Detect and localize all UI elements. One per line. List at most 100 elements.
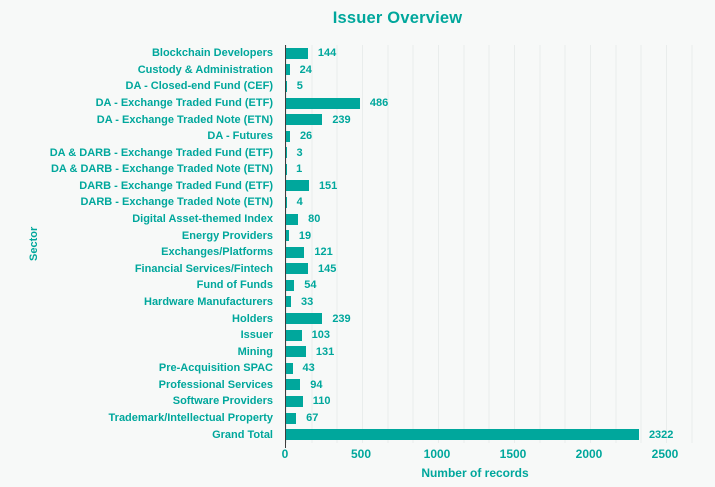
bar-value-label: 151 [318, 179, 338, 192]
x-axis-tick-label: 2500 [651, 447, 679, 461]
bar-value-label: 2322 [648, 428, 674, 441]
bar[interactable] [286, 279, 295, 291]
category-label: Blockchain Developers [151, 47, 273, 60]
bar-row: 239 [286, 310, 711, 327]
bar-value-label: 43 [302, 362, 315, 375]
bar-row: 94 [286, 377, 711, 394]
bar-value-label: 80 [308, 213, 321, 226]
bar-value-label: 239 [332, 312, 351, 325]
bar-row: 26 [286, 128, 711, 145]
x-axis-tick-label: 0 [281, 447, 289, 461]
category-label: Digital Asset-themed Index [132, 213, 273, 226]
bar-row: 33 [286, 294, 711, 311]
bar-row: 239 [286, 111, 711, 128]
category-label: DA - Exchange Traded Fund (ETF) [95, 97, 273, 110]
bar-row: 144 [286, 45, 711, 62]
category-label: DA - Futures [207, 130, 273, 143]
bar-row: 1 [286, 161, 711, 178]
chart-title: Issuer Overview [332, 9, 463, 27]
bar[interactable] [286, 196, 287, 208]
category-label: Pre-Acquisition SPAC [158, 362, 273, 375]
bar-value-label: 110 [312, 395, 331, 408]
bar[interactable] [286, 180, 309, 192]
category-labels: Blockchain Developers Custody & Administr… [0, 45, 279, 443]
category-label: Custody & Administration [137, 63, 273, 76]
x-axis-tick-label: 1000 [423, 447, 451, 461]
category-label: Mining [237, 345, 273, 358]
bar[interactable] [286, 429, 639, 441]
category-label: Exchanges/Platforms [161, 246, 273, 259]
bar-row: 103 [286, 327, 711, 344]
category-label: Issuer [240, 329, 273, 342]
bar-value-label: 94 [310, 378, 323, 391]
category-label: Software Providers [172, 395, 273, 408]
bar[interactable] [286, 80, 287, 92]
bar[interactable] [286, 346, 306, 358]
bar[interactable] [286, 379, 301, 391]
bar[interactable] [286, 230, 289, 242]
category-label: DARB - Exchange Traded Fund (ETF) [79, 179, 273, 192]
bar[interactable] [286, 395, 303, 407]
bar-value-label: 486 [369, 97, 389, 110]
bar-value-label: 19 [298, 229, 312, 242]
bar[interactable] [286, 130, 290, 142]
category-label: DA - Exchange Traded Note (ETN) [96, 113, 273, 126]
bar[interactable] [286, 114, 323, 126]
bar[interactable] [286, 47, 308, 59]
x-axis-title: Number of records [421, 466, 529, 480]
bar-value-label: 54 [304, 279, 317, 292]
category-label: DA - Closed-end Fund (CEF) [125, 80, 273, 93]
bar-value-label: 144 [317, 47, 337, 60]
bar-value-label: 239 [332, 113, 351, 126]
category-label: Trademark/Intellectual Property [108, 412, 273, 424]
bar[interactable] [286, 263, 309, 275]
bar-row: 67 [286, 410, 711, 427]
category-label: Financial Services/Fintech [134, 262, 273, 275]
bar-row: 5 [286, 78, 711, 95]
bar-row: 24 [286, 62, 711, 79]
bar-value-label: 24 [299, 63, 312, 76]
bar-row: 3 [286, 144, 711, 161]
bar[interactable] [286, 246, 305, 258]
bar-value-label: 121 [314, 246, 333, 259]
bar-row: 80 [286, 211, 711, 228]
category-label: Professional Services [158, 378, 273, 391]
bar-value-label: 131 [315, 345, 335, 358]
bar[interactable] [286, 412, 297, 424]
bar[interactable] [286, 97, 360, 109]
category-label: Energy Providers [181, 229, 273, 242]
x-axis-ticks: 0 500 1000 1500 2000 2500 [281, 447, 679, 461]
bar-value-label: 3 [296, 146, 303, 159]
bar-value-label: 5 [296, 80, 303, 93]
bar-value-label: 26 [299, 130, 313, 143]
category-label: DARB - Exchange Traded Note (ETN) [80, 196, 273, 209]
bar-row: 151 [286, 178, 711, 195]
bar-value-label: 1 [296, 163, 303, 176]
bar-row: 145 [286, 261, 711, 278]
bar[interactable] [286, 313, 323, 325]
bar-row: 131 [286, 343, 711, 360]
bar[interactable] [286, 362, 293, 374]
bar[interactable] [286, 329, 302, 341]
bar[interactable] [286, 213, 299, 225]
bar-value-label: 67 [306, 412, 319, 424]
bar-row: 43 [286, 360, 711, 377]
category-label: Hardware Manufacturers [144, 295, 273, 308]
bar-value-label: 4 [296, 196, 303, 209]
bar-row: 19 [286, 227, 711, 244]
bar-row: 110 [286, 393, 711, 410]
bar-row: 4 [286, 194, 711, 211]
x-axis-tick-label: 2000 [575, 447, 603, 461]
bar-row: 2322 [286, 426, 711, 443]
bar-row: 486 [286, 95, 711, 112]
x-axis-tick-label: 500 [350, 447, 372, 461]
bar-value-label: 33 [301, 295, 314, 308]
bar[interactable] [286, 64, 290, 76]
category-label: DA & DARB - Exchange Traded Fund (ETF) [49, 146, 273, 159]
bar-row: 54 [286, 277, 711, 294]
category-label: Holders [232, 312, 273, 325]
category-label: DA & DARB - Exchange Traded Note (ETN) [50, 163, 273, 176]
bar-value-label: 103 [311, 329, 330, 342]
plot-area: 144 24 5 486 239 26 3 1 151 4 80 19 121 145 54 33 239 103… [284, 45, 711, 448]
bar[interactable] [286, 296, 292, 308]
